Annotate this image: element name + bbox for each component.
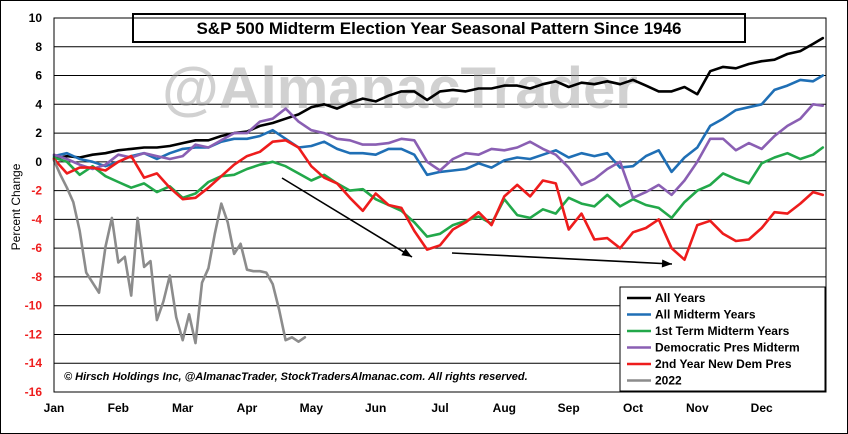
watermark: @AlmanacTrader xyxy=(162,56,638,121)
x-tick-label: Feb xyxy=(108,401,129,415)
y-tick-label: -10 xyxy=(25,299,43,313)
x-tick-label: Oct xyxy=(623,401,643,415)
legend-label-3: 1st Term Midterm Years xyxy=(655,324,790,338)
y-tick-label: 6 xyxy=(35,69,42,83)
legend-label-5: 2nd Year New Dem Pres xyxy=(655,357,792,371)
plot-area-border xyxy=(53,17,827,393)
y-tick-label: 10 xyxy=(29,11,43,25)
y-tick-label: 2 xyxy=(35,126,42,140)
y-tick-label: -12 xyxy=(25,327,43,341)
x-tick-label: Mar xyxy=(172,401,194,415)
y-tick-label: -6 xyxy=(31,241,42,255)
x-tick-label: Sep xyxy=(558,401,580,415)
x-tick-label: Dec xyxy=(751,401,773,415)
x-tick-label: Aug xyxy=(493,401,516,415)
annotation-arrowhead-2 xyxy=(661,259,672,268)
legend-label-6: 2022 xyxy=(655,374,682,388)
series-layer xyxy=(52,36,825,345)
chart-title: S&P 500 Midterm Election Year Seasonal P… xyxy=(196,19,681,38)
y-tick-label: -14 xyxy=(25,356,43,370)
y-axis-label: Percent Change xyxy=(9,163,23,250)
series-line-6 xyxy=(52,159,307,345)
y-tick-label: -4 xyxy=(31,212,42,226)
x-tick-label: Nov xyxy=(686,401,709,415)
x-ticks: Jan Feb Mar Apr May Jun Jul Aug Sep Oct Nov Dec xyxy=(44,401,773,415)
x-tick-label: Apr xyxy=(237,401,258,415)
legend-box xyxy=(619,286,826,392)
series-line-1 xyxy=(52,36,825,161)
legend-label-2: All Midterm Years xyxy=(655,308,756,322)
y-ticks: 10 8 6 4 2 0 -2 -4 -6 -8 -10 -12 -14 -16 xyxy=(25,11,43,399)
legend: All Years All Midterm Years 1st Term Midte… xyxy=(627,291,800,388)
series-line-2 xyxy=(52,74,825,177)
y-tick-label: 0 xyxy=(35,155,42,169)
y-tick-label: -2 xyxy=(31,184,42,198)
annotation-arrow-1 xyxy=(281,177,413,258)
legend-label-4: Democratic Pres Midterm xyxy=(655,341,800,355)
x-tick-label: Jan xyxy=(44,401,65,415)
x-tick-label: Jun xyxy=(365,401,386,415)
y-tick-label: 4 xyxy=(35,97,42,111)
x-tick-label: Jul xyxy=(431,401,448,415)
title-box xyxy=(132,13,746,43)
y-tick-label: -16 xyxy=(25,385,43,399)
annotation-arrowhead-1 xyxy=(401,248,412,257)
y-tick-label: -8 xyxy=(31,270,42,284)
legend-label-1: All Years xyxy=(655,291,706,305)
annotation-arrow-2 xyxy=(451,252,673,265)
series-line-5 xyxy=(52,139,825,262)
y-tick-label: 8 xyxy=(35,40,42,54)
x-tick-label: May xyxy=(300,401,324,415)
copyright-text: © Hirsch Holdings Inc, @AlmanacTrader, S… xyxy=(64,371,528,383)
series-line-4 xyxy=(52,103,825,200)
